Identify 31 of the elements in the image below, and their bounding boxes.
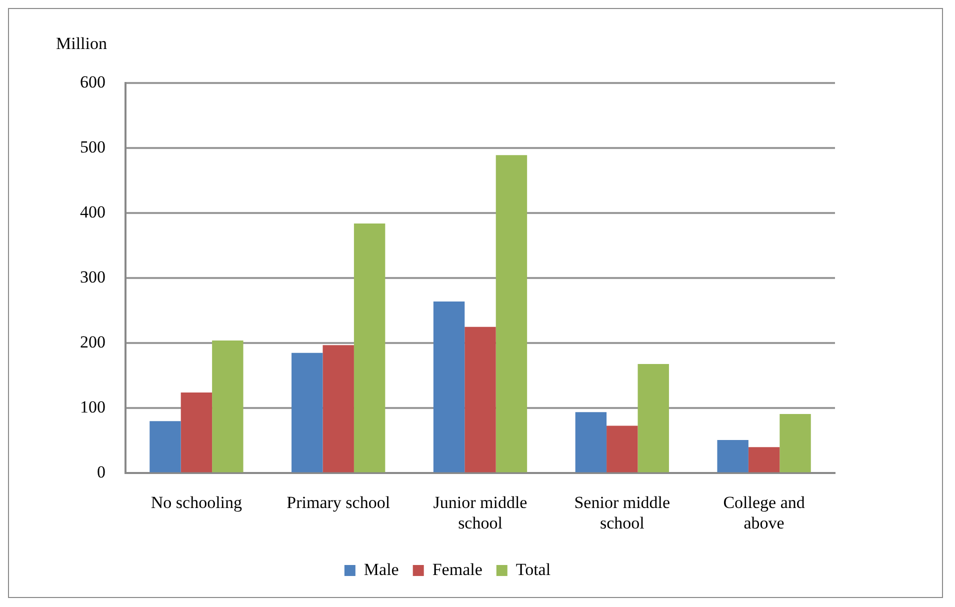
y-tick-label: 500 [80,138,106,156]
bar [717,440,748,472]
x-tick-label: College and above [723,492,806,532]
y-tick-label: 0 [97,462,106,482]
legend-label: Female [432,560,482,579]
bar [212,340,244,472]
y-axis-title: Million [56,34,108,53]
bar [496,155,528,472]
bar [180,392,212,472]
bar [433,302,465,472]
bar [638,364,669,472]
y-tick-label: 100 [80,398,106,417]
bar [748,447,780,472]
bar [780,414,811,472]
x-tick-label: Senior middle school [574,492,670,532]
bar [322,345,354,472]
y-tick-label: 300 [80,268,106,287]
y-tick-label: 400 [80,202,106,222]
bar [575,412,607,472]
bar [292,352,323,472]
legend-label: Male [364,560,399,579]
bar [606,426,638,472]
bar [150,421,181,472]
x-tick-label: No schooling [150,492,243,512]
x-tick-label: Primary school [286,492,390,512]
bar [464,326,496,472]
y-tick-label: 200 [80,332,106,352]
legend-label: Total [516,560,551,579]
bar [354,223,386,472]
x-tick-label: Junior middle school [433,492,528,532]
y-tick-label: 600 [80,72,106,92]
